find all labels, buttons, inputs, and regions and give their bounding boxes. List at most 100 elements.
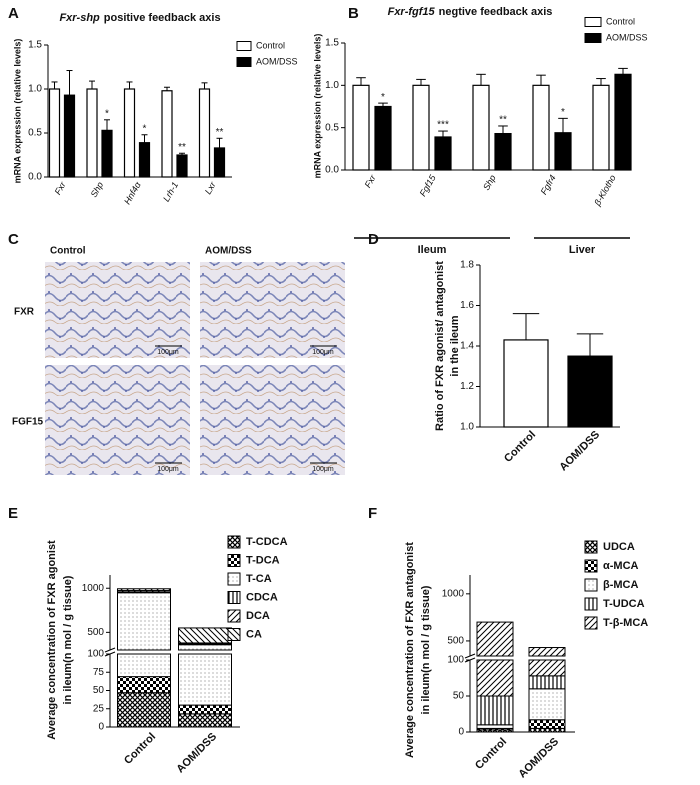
- y-tick-label: 1000: [442, 588, 465, 599]
- y-tick-label: 0.5: [325, 122, 339, 133]
- micrograph: [200, 262, 345, 358]
- bar: [63, 94, 76, 178]
- y-tick-label: 1000: [82, 583, 105, 594]
- bar: [472, 84, 490, 171]
- significance: *: [381, 92, 385, 103]
- bar-segment: [117, 676, 171, 694]
- legend-swatch: [227, 554, 241, 567]
- legend-swatch: [227, 628, 241, 641]
- bar-segment: [476, 659, 514, 697]
- y-tick-label: 1.6: [460, 300, 474, 311]
- y-axis-label: in ileum(n mol / g tissue): [420, 585, 432, 714]
- y-tick-label: 1.5: [325, 38, 339, 49]
- y-tick-label: 0.0: [28, 172, 42, 183]
- x-tick-label: Fgfr4: [539, 173, 558, 196]
- panel-label: D: [368, 231, 379, 248]
- x-tick-label: AOM/DSS: [174, 731, 219, 776]
- bar-segment: [117, 588, 171, 592]
- y-axis-label: Average concentration of FXR antagonist: [404, 542, 416, 758]
- column-label: Control: [50, 246, 86, 257]
- micrograph: [45, 262, 190, 358]
- y-tick-label: 1.0: [28, 84, 42, 95]
- y-tick-label: 1.4: [460, 341, 474, 352]
- y-axis-label: Ratio of FXR agonist/ antagonist: [434, 261, 446, 431]
- y-tick-label: 25: [93, 703, 105, 714]
- significance: *: [561, 107, 565, 118]
- bar: [374, 105, 392, 171]
- y-tick-label: 0.5: [28, 128, 42, 139]
- micrograph: [45, 365, 190, 475]
- bar-segment: [528, 727, 566, 733]
- bar-segment: [528, 659, 566, 677]
- legend-swatch: [227, 591, 241, 604]
- legend-label: Control: [606, 16, 635, 26]
- bar: [532, 84, 550, 171]
- bar-segment: [528, 647, 566, 657]
- y-axis-label: mRNA expression (relative levels): [312, 34, 322, 179]
- y-axis-label: in ileum(n mol / g tissue): [62, 575, 74, 704]
- significance: ***: [437, 120, 449, 131]
- bar-segment: [476, 724, 514, 729]
- significance: **: [178, 142, 186, 153]
- bar: [592, 84, 610, 171]
- y-tick-label: 50: [93, 685, 105, 696]
- x-tick-label: AOM/DSS: [557, 429, 602, 474]
- legend-swatch: [227, 572, 241, 586]
- legend-swatch: [227, 535, 241, 549]
- legend-swatch: [584, 17, 602, 27]
- legend-swatch: [236, 41, 252, 51]
- bar: [123, 88, 136, 178]
- bar-segment: [117, 592, 171, 651]
- y-tick-label: 1.0: [460, 422, 474, 433]
- x-tick-label: Lrh-1: [161, 180, 180, 203]
- x-tick-label: Control: [502, 429, 538, 465]
- bar: [176, 154, 188, 178]
- bar: [86, 88, 98, 178]
- bar-segment: [476, 695, 514, 726]
- row-label: FXR: [14, 307, 35, 318]
- legend-label: α-MCA: [603, 560, 639, 572]
- y-tick-label: 0: [458, 727, 464, 738]
- x-tick-label: Fgf15: [418, 172, 439, 198]
- significance: **: [216, 127, 224, 138]
- x-tick-label: Shp: [481, 173, 498, 192]
- bar: [567, 355, 613, 428]
- legend-label: CA: [246, 628, 262, 640]
- x-tick-label: Control: [473, 736, 509, 772]
- legend-swatch: [584, 540, 598, 554]
- panel-c: C Control AOM/DSS FXR FGF15 100μm 100μm …: [8, 231, 345, 475]
- panel-label: C: [8, 231, 19, 248]
- y-tick-label: 1.0: [325, 80, 339, 91]
- legend-label: T-β-MCA: [603, 617, 648, 629]
- y-tick-label: 0.0: [325, 165, 339, 176]
- significance: *: [105, 108, 109, 119]
- legend-swatch: [584, 578, 598, 592]
- bar: [412, 84, 430, 171]
- scale-label: 100μm: [312, 466, 334, 473]
- bar: [101, 129, 113, 178]
- y-tick-label: 50: [453, 691, 465, 702]
- legend-label: UDCA: [603, 541, 635, 553]
- legend-label: T-DCA: [246, 554, 280, 566]
- panel-label: E: [8, 505, 18, 522]
- chart-title: Fxr-fgf15 negtive feedback axis: [388, 6, 553, 18]
- panel-label: B: [348, 5, 359, 22]
- column-label: AOM/DSS: [205, 246, 252, 257]
- x-tick-label: Control: [122, 731, 158, 767]
- bar: [554, 132, 572, 171]
- legend-label: β-MCA: [603, 579, 638, 591]
- title-part: Fxr-shp: [59, 12, 100, 24]
- scale-label: 100μm: [157, 466, 179, 473]
- legend-label: AOM/DSS: [606, 32, 648, 42]
- legend-label: T-CA: [246, 573, 272, 585]
- x-tick-label: β-Klotho: [592, 173, 618, 208]
- x-tick-label: AOM/DSS: [516, 736, 561, 781]
- y-tick-label: 1.2: [460, 381, 474, 392]
- bar: [352, 84, 370, 171]
- bar-segment: [117, 692, 171, 728]
- group-label: Ileum: [418, 244, 447, 256]
- bar: [138, 142, 151, 178]
- y-tick-label: 100: [447, 655, 464, 666]
- y-tick-label: 0: [98, 722, 104, 733]
- bar-segment: [528, 675, 566, 690]
